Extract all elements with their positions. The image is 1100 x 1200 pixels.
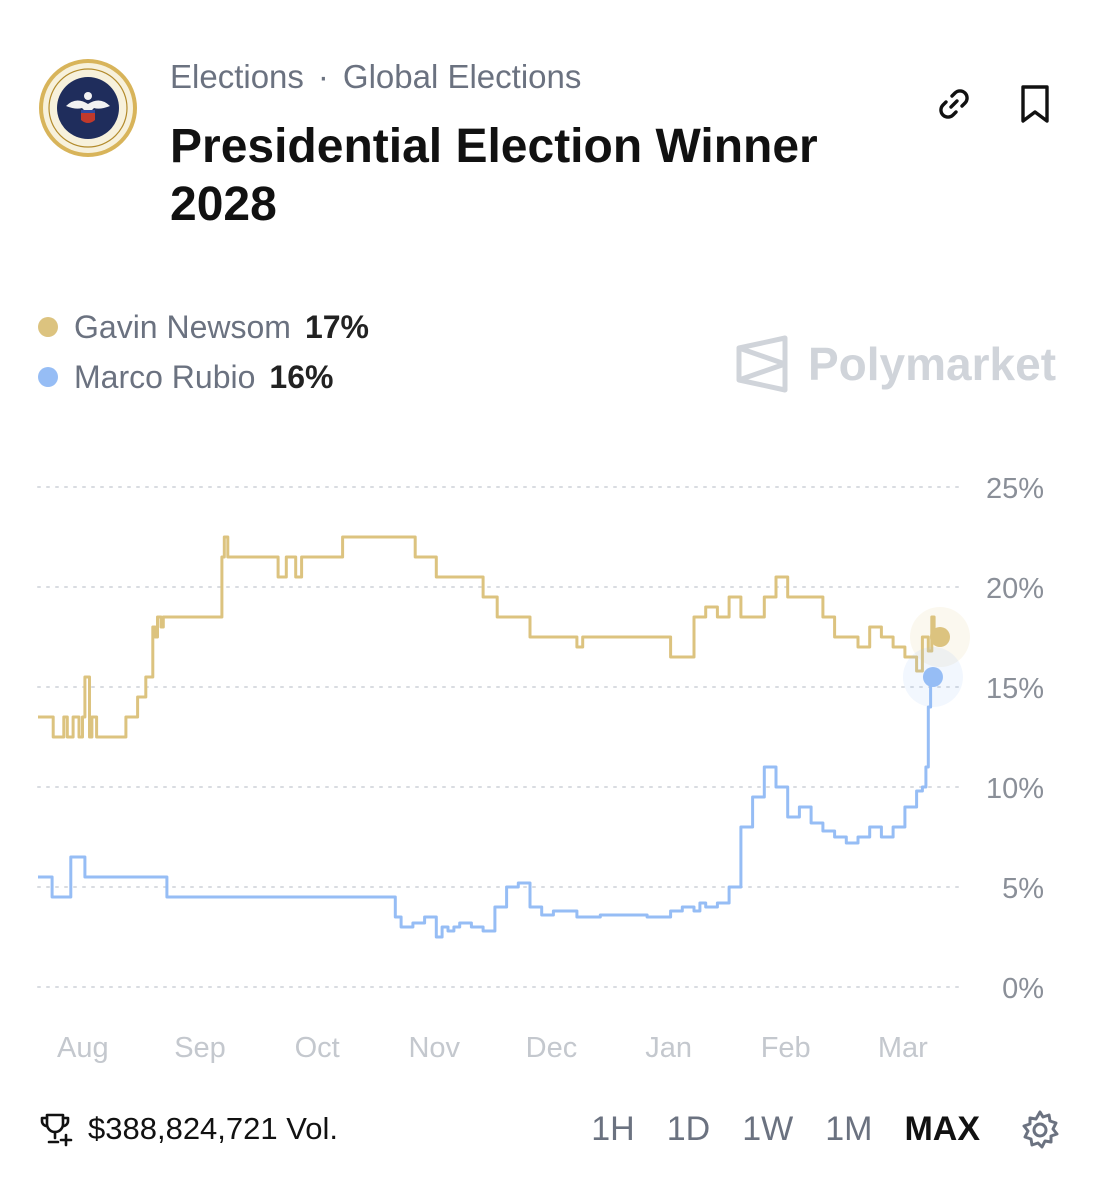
legend-swatch bbox=[38, 367, 58, 387]
breadcrumb-global-elections[interactable]: Global Elections bbox=[342, 58, 582, 95]
x-tick-label: Aug bbox=[57, 1032, 109, 1064]
time-range-selector: 1H 1D 1W 1M MAX bbox=[559, 1104, 980, 1154]
volume-text: $388,824,721 Vol. bbox=[88, 1111, 338, 1146]
legend-swatch bbox=[38, 317, 58, 337]
x-tick-label: Mar bbox=[878, 1032, 928, 1064]
x-tick-label: Oct bbox=[295, 1032, 340, 1064]
polymarket-watermark: Polymarket bbox=[734, 334, 1056, 394]
range-1w[interactable]: 1W bbox=[742, 1109, 794, 1148]
y-tick-label: 10% bbox=[986, 773, 1044, 805]
chart-legend: Gavin Newsom 17% Marco Rubio 16% bbox=[38, 302, 369, 402]
gear-icon[interactable] bbox=[1018, 1108, 1062, 1152]
breadcrumb-elections[interactable]: Elections bbox=[170, 58, 304, 95]
range-1h[interactable]: 1H bbox=[591, 1109, 635, 1148]
range-1d[interactable]: 1D bbox=[666, 1109, 711, 1148]
x-tick-label: Jan bbox=[645, 1032, 692, 1064]
range-1m[interactable]: 1M bbox=[825, 1109, 873, 1148]
x-tick-label: Dec bbox=[526, 1032, 578, 1064]
legend-value: 16% bbox=[269, 358, 334, 395]
trophy-icon bbox=[40, 1113, 73, 1147]
y-tick-label: 0% bbox=[1002, 973, 1044, 1005]
legend-label: Gavin Newsom bbox=[74, 308, 291, 345]
legend-value: 17% bbox=[304, 308, 369, 345]
series-line bbox=[38, 677, 935, 939]
y-tick-label: 25% bbox=[986, 473, 1044, 505]
y-tick-label: 20% bbox=[986, 573, 1044, 605]
polymarket-logo-icon bbox=[736, 335, 788, 393]
legend-item[interactable]: Marco Rubio 16% bbox=[38, 352, 369, 402]
presidential-seal-icon bbox=[38, 58, 138, 158]
bookmark-icon[interactable] bbox=[1014, 82, 1058, 126]
y-tick-label: 15% bbox=[986, 673, 1044, 705]
series-endpoint bbox=[930, 627, 950, 647]
legend-label: Marco Rubio bbox=[74, 358, 256, 395]
x-tick-label: Nov bbox=[408, 1032, 460, 1064]
page-title: Presidential Election Winner 2028 bbox=[170, 120, 818, 231]
link-icon[interactable] bbox=[932, 82, 976, 126]
series-line bbox=[38, 535, 940, 739]
series-endpoint bbox=[922, 667, 943, 687]
legend-item[interactable]: Gavin Newsom 17% bbox=[38, 302, 369, 352]
y-tick-label: 5% bbox=[1002, 873, 1044, 905]
breadcrumb: Elections · Global Elections bbox=[170, 58, 581, 96]
price-chart[interactable]: 0% 5% 10% 15% 20% 25% Aug Sep Oct Nov Dec Jan Feb Ma… bbox=[0, 460, 1100, 1080]
x-tick-label: Sep bbox=[174, 1032, 226, 1064]
volume: $388,824,721 Vol. bbox=[38, 1104, 338, 1154]
x-tick-label: Feb bbox=[761, 1032, 811, 1064]
brand-name: Polymarket bbox=[808, 338, 1057, 390]
chart-footer: $388,824,721 Vol. 1H 1D 1W 1M MAX bbox=[38, 1104, 1062, 1154]
breadcrumb-separator: · bbox=[317, 58, 329, 95]
range-max[interactable]: MAX bbox=[904, 1109, 980, 1148]
